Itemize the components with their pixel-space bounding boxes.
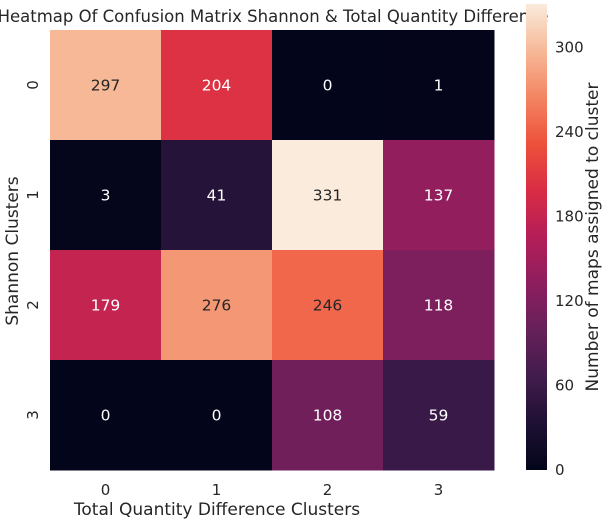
chart-title: Heatmap Of Confusion Matrix Shannon & To…: [0, 7, 548, 26]
cell-value-r2-c1: 276: [202, 297, 232, 315]
colorbar-tick-label-1: 60: [555, 377, 574, 395]
colorbar-tick-label-2: 120: [555, 292, 584, 310]
y-axis-ticks: 0 1 2 3: [24, 80, 42, 420]
colorbar-tick-label-5: 300: [555, 39, 584, 57]
heatmap-cell-labels: 297 204 0 1 3 41 331 137 179 276 246 118 0 0 108 59: [91, 77, 454, 425]
y-tick-label-0: 0: [24, 80, 42, 90]
cell-value-r2-c0: 179: [91, 297, 121, 315]
colorbar-ticks: 0 60 120 180 240 300: [555, 39, 584, 479]
colorbar-tick-label-3: 180: [555, 208, 584, 226]
cell-value-r3-c1: 0: [212, 407, 222, 425]
cell-value-r0-c3: 1: [434, 77, 444, 95]
heatmap-cell-r0-c2: [272, 30, 384, 141]
heatmap-cells: [50, 30, 495, 471]
heatmap-cell-r3-c3: [383, 360, 495, 471]
cell-value-r3-c0: 0: [101, 407, 111, 425]
heatmap-cell-r3-c0: [50, 360, 162, 471]
heatmap-cell-r2-c3: [383, 250, 495, 361]
heatmap-cell-r3-c1: [161, 360, 273, 471]
x-tick-label-2: 2: [323, 481, 333, 499]
y-tick-label-1: 1: [24, 190, 42, 200]
heatmap-cell-r0-c3: [383, 30, 495, 141]
cell-value-r1-c1: 41: [207, 187, 227, 205]
colorbar-tick-label-4: 240: [555, 123, 584, 141]
cell-value-r2-c3: 118: [424, 297, 454, 315]
heatmap-cell-r2-c0: [50, 250, 162, 361]
cell-value-r3-c3: 59: [429, 407, 449, 425]
x-axis-label: Total Quantity Difference Clusters: [73, 500, 360, 520]
colorbar: [526, 4, 547, 470]
cell-value-r1-c3: 137: [424, 187, 454, 205]
cell-value-r0-c2: 0: [323, 77, 333, 95]
cell-value-r3-c2: 108: [313, 407, 343, 425]
heatmap-cell-r1-c2: [272, 140, 384, 251]
cell-value-r2-c2: 246: [313, 297, 343, 315]
x-tick-label-3: 3: [434, 481, 444, 499]
heatmap-cell-r3-c2: [272, 360, 384, 471]
heatmap-cell-r1-c3: [383, 140, 495, 251]
x-tick-label-1: 1: [212, 481, 222, 499]
y-tick-label-2: 2: [24, 300, 42, 310]
colorbar-tick-label-0: 0: [555, 461, 565, 479]
cell-value-r1-c0: 3: [101, 187, 111, 205]
y-tick-label-3: 3: [24, 410, 42, 420]
x-axis-ticks: 0 1 2 3: [101, 481, 444, 499]
cell-value-r1-c2: 331: [313, 187, 343, 205]
cell-value-r0-c0: 297: [91, 77, 121, 95]
y-axis-label: Shannon Clusters: [3, 176, 23, 325]
heatmap-cell-r2-c2: [272, 250, 384, 361]
cell-value-r0-c1: 204: [202, 77, 232, 95]
heatmap-cell-r1-c0: [50, 140, 162, 251]
heatmap-cell-r0-c0: [50, 30, 162, 141]
heatmap-cell-r0-c1: [161, 30, 273, 141]
heatmap-cell-r2-c1: [161, 250, 273, 361]
x-tick-label-0: 0: [101, 481, 111, 499]
heatmap-cell-r1-c1: [161, 140, 273, 251]
colorbar-label: Number of maps assigned to cluster: [583, 83, 603, 392]
